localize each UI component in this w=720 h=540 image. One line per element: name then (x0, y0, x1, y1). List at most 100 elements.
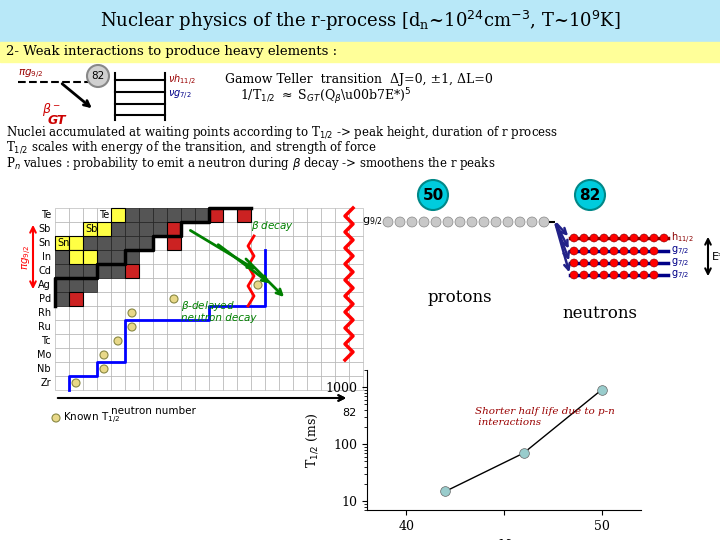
Bar (195, 208, 209, 222)
Bar (153, 306, 167, 320)
Bar (83, 278, 97, 292)
Bar (195, 376, 209, 390)
Bar (55, 264, 69, 278)
Circle shape (467, 217, 477, 227)
Bar (97, 362, 111, 376)
Bar (279, 362, 293, 376)
Text: $\beta$-delayed: $\beta$-delayed (181, 299, 235, 313)
Bar (125, 208, 139, 222)
Bar (307, 320, 321, 334)
Bar (195, 222, 209, 236)
Bar (335, 362, 349, 376)
Text: Nuclei accumulated at waiting points according to T$_{1/2}$ -> peak height, dura: Nuclei accumulated at waiting points acc… (6, 125, 558, 141)
Text: T$_{1/2}$ scales with energy of the transition, and strength of force: T$_{1/2}$ scales with energy of the tran… (6, 140, 377, 156)
Text: 1/T$_{1/2}$ $\approx$ S$_{GT}$(Q$_\beta$\u00b7E*)$^5$: 1/T$_{1/2}$ $\approx$ S$_{GT}$(Q$_\beta$… (240, 87, 412, 107)
Bar (335, 348, 349, 362)
Bar (181, 376, 195, 390)
Circle shape (419, 217, 429, 227)
Text: h$_{11/2}$: h$_{11/2}$ (671, 231, 693, 246)
Bar (125, 236, 139, 250)
Bar (209, 292, 223, 306)
Bar (139, 306, 153, 320)
Bar (139, 208, 153, 222)
Bar (293, 362, 307, 376)
Circle shape (590, 271, 598, 279)
Bar (209, 376, 223, 390)
Text: Te: Te (41, 210, 51, 220)
Bar (97, 236, 111, 250)
Bar (111, 208, 125, 222)
Bar (139, 320, 153, 334)
Bar (69, 292, 83, 306)
Bar (223, 306, 237, 320)
Bar (335, 376, 349, 390)
Bar (111, 292, 125, 306)
Text: g$_{7/2}$: g$_{7/2}$ (671, 268, 689, 281)
Circle shape (114, 337, 122, 345)
Bar (251, 334, 265, 348)
Bar (237, 348, 251, 362)
Bar (237, 362, 251, 376)
Bar (265, 264, 279, 278)
Text: 82: 82 (580, 187, 600, 202)
Circle shape (600, 234, 608, 242)
Bar (279, 334, 293, 348)
Circle shape (630, 234, 638, 242)
Bar (55, 362, 69, 376)
Bar (237, 278, 251, 292)
Text: Gamow Teller  transition  ΔJ=0, ±1, ΔL=0: Gamow Teller transition ΔJ=0, ±1, ΔL=0 (225, 73, 493, 86)
Bar (209, 320, 223, 334)
Circle shape (479, 217, 489, 227)
Bar (321, 208, 335, 222)
Bar (97, 264, 111, 278)
Circle shape (630, 259, 638, 267)
Bar (251, 320, 265, 334)
Bar (321, 306, 335, 320)
Bar (237, 376, 251, 390)
Bar (139, 222, 153, 236)
Bar (83, 376, 97, 390)
Bar (307, 362, 321, 376)
Bar (321, 348, 335, 362)
Y-axis label: T$_{1/2}$ (ms): T$_{1/2}$ (ms) (305, 413, 320, 468)
Bar (181, 362, 195, 376)
Bar (69, 236, 83, 250)
Bar (265, 362, 279, 376)
Bar (125, 362, 139, 376)
Bar (125, 264, 139, 278)
Bar (153, 208, 167, 222)
Bar (181, 222, 195, 236)
Text: 2- Weak interactions to produce heavy elements :: 2- Weak interactions to produce heavy el… (6, 45, 337, 58)
Circle shape (590, 259, 598, 267)
Bar (111, 376, 125, 390)
Bar (237, 250, 251, 264)
Bar (321, 362, 335, 376)
Text: Cd: Cd (38, 266, 51, 276)
Circle shape (610, 234, 618, 242)
Bar (111, 320, 125, 334)
Bar (265, 208, 279, 222)
Bar (111, 222, 125, 236)
Bar (167, 306, 181, 320)
Bar (153, 320, 167, 334)
Bar (209, 362, 223, 376)
Bar (83, 264, 97, 278)
Bar (237, 306, 251, 320)
Bar (97, 348, 111, 362)
Circle shape (254, 281, 262, 289)
Bar (209, 278, 223, 292)
Bar (55, 250, 69, 264)
Circle shape (630, 247, 638, 255)
Bar (195, 278, 209, 292)
Bar (293, 222, 307, 236)
Bar (307, 376, 321, 390)
Bar (153, 208, 167, 222)
Bar (293, 208, 307, 222)
Bar (293, 320, 307, 334)
Text: g$_{9/2}$: g$_{9/2}$ (362, 216, 383, 228)
Bar (349, 306, 363, 320)
Bar (237, 264, 251, 278)
Circle shape (407, 217, 417, 227)
Bar (307, 208, 321, 222)
Bar (195, 208, 209, 222)
